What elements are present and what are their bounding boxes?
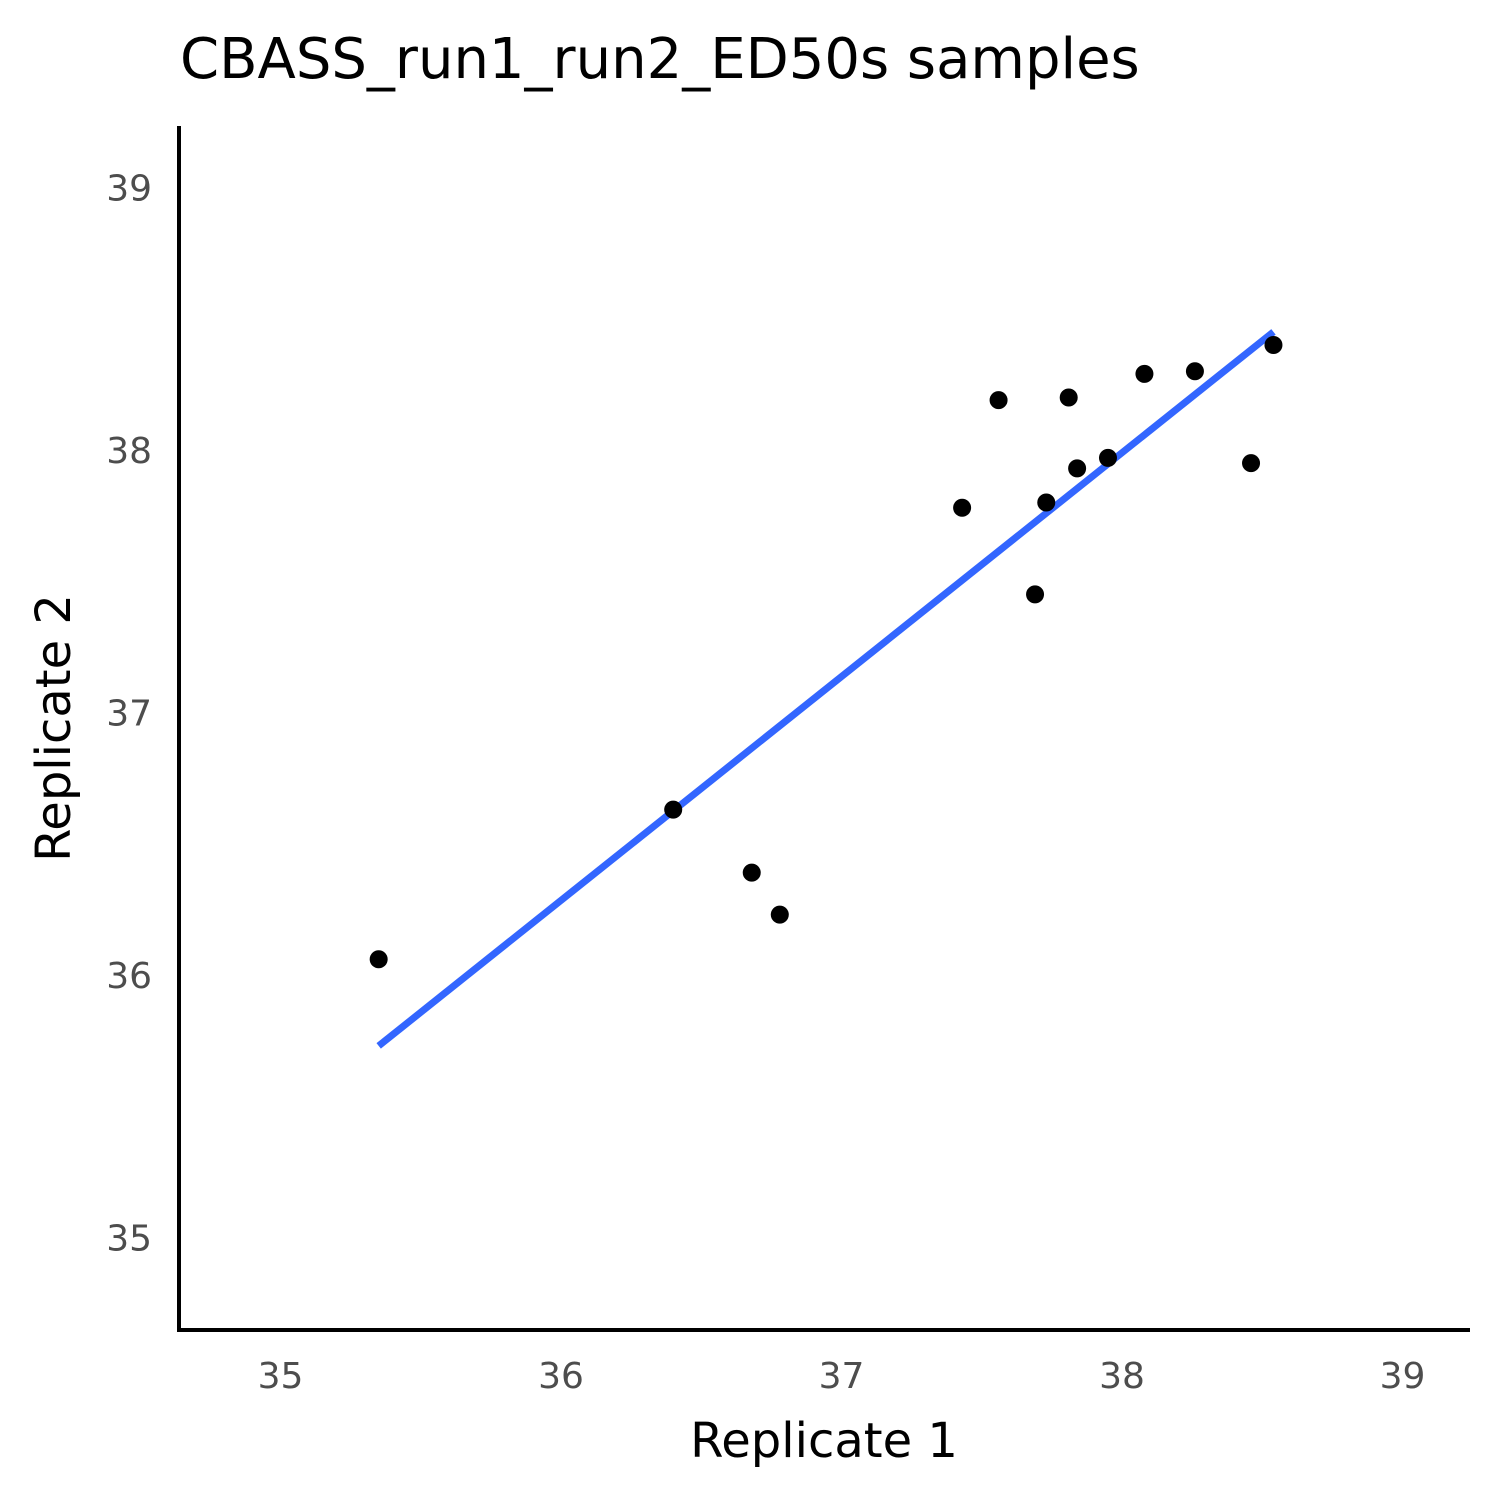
- data-points: [369, 336, 1283, 969]
- data-point: [1068, 459, 1087, 478]
- data-point: [664, 800, 683, 819]
- data-point: [1185, 362, 1204, 381]
- x-tick-label: 35: [258, 1356, 304, 1397]
- data-point: [770, 905, 789, 924]
- y-axis-title: Replicate 2: [26, 594, 82, 862]
- regression-line-group: [376, 329, 1276, 1049]
- data-point: [953, 498, 972, 517]
- regression-line: [376, 329, 1276, 1049]
- x-tick-label: 37: [819, 1356, 865, 1397]
- data-point: [1135, 364, 1154, 383]
- data-point: [1242, 454, 1261, 473]
- x-tick-label: 38: [1099, 1356, 1145, 1397]
- data-point: [1026, 585, 1045, 604]
- y-axis-ticks: 35 36 37 38 39: [106, 169, 152, 1260]
- chart-title: CBASS_run1_run2_ED50s samples: [180, 27, 1140, 92]
- data-point: [989, 391, 1008, 410]
- x-axis-title: Replicate 1: [690, 1413, 958, 1469]
- x-tick-label: 36: [538, 1356, 584, 1397]
- data-point: [1037, 493, 1056, 512]
- x-axis-ticks: 35 36 37 38 39: [258, 1356, 1426, 1397]
- data-point: [1059, 388, 1078, 407]
- y-tick-label: 38: [106, 431, 152, 472]
- y-tick-label: 37: [106, 694, 152, 735]
- data-point: [1098, 448, 1117, 467]
- y-tick-label: 36: [106, 956, 152, 997]
- x-tick-label: 39: [1380, 1356, 1426, 1397]
- data-point: [369, 950, 388, 969]
- y-tick-label: 35: [106, 1219, 152, 1260]
- data-point: [1264, 336, 1283, 354]
- y-tick-label: 39: [106, 169, 152, 210]
- data-point: [742, 863, 761, 882]
